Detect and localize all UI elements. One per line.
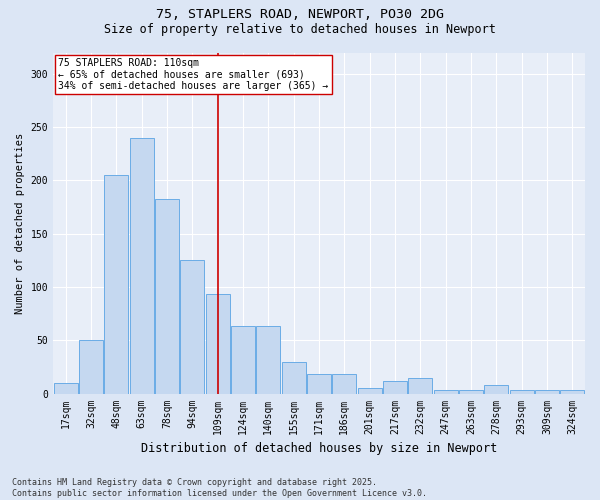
Bar xyxy=(307,374,331,394)
Bar xyxy=(560,390,584,394)
Bar xyxy=(53,383,78,394)
Bar xyxy=(79,340,103,394)
Bar xyxy=(181,260,205,394)
Bar xyxy=(130,138,154,394)
Bar xyxy=(332,374,356,394)
Bar xyxy=(206,294,230,394)
Text: 75, STAPLERS ROAD, NEWPORT, PO30 2DG: 75, STAPLERS ROAD, NEWPORT, PO30 2DG xyxy=(156,8,444,20)
Text: Size of property relative to detached houses in Newport: Size of property relative to detached ho… xyxy=(104,22,496,36)
Y-axis label: Number of detached properties: Number of detached properties xyxy=(15,132,25,314)
Bar xyxy=(535,390,559,394)
Bar xyxy=(358,388,382,394)
Bar xyxy=(281,362,306,394)
Text: Contains HM Land Registry data © Crown copyright and database right 2025.
Contai: Contains HM Land Registry data © Crown c… xyxy=(12,478,427,498)
Bar xyxy=(231,326,255,394)
Bar xyxy=(383,381,407,394)
Bar xyxy=(459,390,483,394)
Bar xyxy=(409,378,433,394)
Bar xyxy=(256,326,280,394)
Text: 75 STAPLERS ROAD: 110sqm
← 65% of detached houses are smaller (693)
34% of semi-: 75 STAPLERS ROAD: 110sqm ← 65% of detach… xyxy=(58,58,329,91)
Bar xyxy=(434,390,458,394)
Bar xyxy=(509,390,534,394)
Bar xyxy=(104,175,128,394)
X-axis label: Distribution of detached houses by size in Newport: Distribution of detached houses by size … xyxy=(141,442,497,455)
Bar xyxy=(155,198,179,394)
Bar xyxy=(484,385,508,394)
